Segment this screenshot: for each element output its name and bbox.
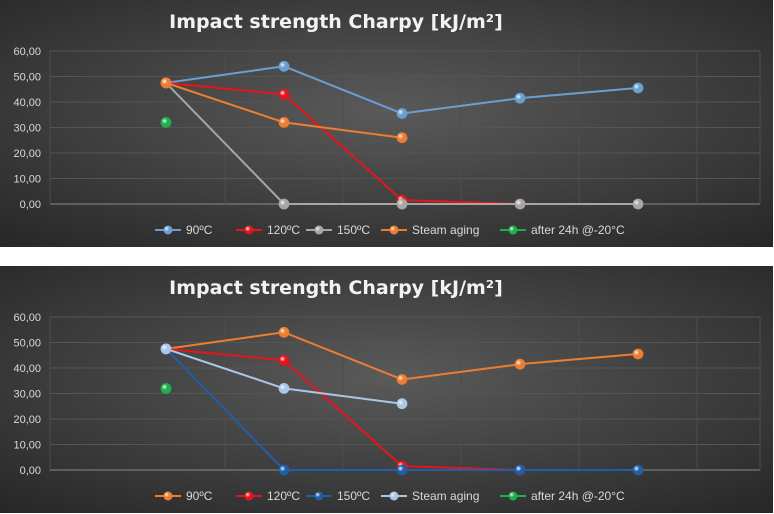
data-point-steam-aging: [278, 383, 290, 394]
data-point-90-c: [396, 108, 408, 119]
data-point-90-c: [514, 92, 526, 104]
data-point-90-c: [514, 358, 526, 370]
data-point-120-c: [278, 88, 290, 100]
legend-marker: [508, 225, 518, 235]
y-tick-label: 40,00: [13, 97, 41, 109]
chart-svg-bottom: Impact strength Charpy [kJ/m²] 60,00 50,00…: [0, 266, 773, 513]
legend-label: 150ºC: [337, 223, 370, 237]
data-point-90-c: [632, 82, 644, 94]
legend-marker: [389, 491, 399, 501]
legend-item-after-24h-20-c: after 24h @-20°C: [500, 489, 625, 503]
legend-label: Steam aging: [412, 489, 479, 503]
data-point-150-c: [396, 464, 408, 476]
y-tick-label: 30,00: [13, 123, 41, 135]
data-point-120-c: [278, 354, 290, 366]
legend-label: 150ºC: [337, 489, 370, 503]
chart-panel-bottom: Impact strength Charpy [kJ/m²] 60,00 50,00…: [0, 266, 773, 513]
data-point-150-c: [514, 198, 526, 210]
chart-title: Impact strength Charpy [kJ/m²]: [169, 11, 503, 33]
y-tick-label: 30,00: [13, 389, 41, 401]
legend-item-150-c: 150ºC: [306, 489, 370, 503]
data-point-steam-aging: [160, 343, 172, 355]
data-point-90-c: [278, 60, 290, 72]
data-point-steam-aging: [160, 77, 172, 89]
chart-background: [0, 0, 773, 247]
legend-item-120-c: 120ºC: [236, 489, 300, 503]
legend-label: after 24h @-20°C: [531, 223, 625, 237]
legend-label: Steam aging: [412, 223, 479, 237]
data-point-steam-aging: [396, 398, 408, 410]
legend-marker: [389, 225, 399, 235]
series-line-120-c: [165, 81, 521, 205]
legend-item-steam-aging: Steam aging: [381, 489, 479, 503]
chart-background: [0, 266, 773, 513]
legend-marker: [244, 225, 254, 235]
data-point-steam-aging: [396, 132, 408, 144]
data-point-90-c: [632, 348, 644, 360]
y-tick-label: 20,00: [13, 148, 41, 160]
legend-marker: [508, 491, 518, 501]
legend-item-steam-aging: Steam aging: [381, 223, 479, 237]
legend-item-90-c: 90ºC: [155, 489, 213, 503]
y-tick-label: 10,00: [13, 174, 41, 186]
y-tick-label: 60,00: [13, 312, 41, 324]
data-point-150-c: [278, 198, 290, 210]
data-point-150-c: [632, 464, 644, 476]
legend-item-120-c: 120ºC: [236, 223, 300, 237]
chart-title: Impact strength Charpy [kJ/m²]: [169, 277, 503, 299]
data-point-90-c: [396, 374, 408, 385]
data-point-90-c: [278, 326, 290, 338]
y-tick-label: 40,00: [13, 363, 41, 375]
data-point-after-24h-20-c: [160, 383, 172, 394]
y-tick-label: 0,00: [20, 199, 41, 211]
legend-item-90-c: 90ºC: [155, 223, 213, 237]
chart-panel-top: Impact strength Charpy [kJ/m²] 60,00 50,00…: [0, 0, 773, 247]
legend-label: 120ºC: [267, 489, 300, 503]
y-tick-label: 50,00: [13, 72, 41, 84]
legend-item-150-c: 150ºC: [306, 223, 370, 237]
legend-label: 90ºC: [186, 223, 213, 237]
legend-label: 90ºC: [186, 489, 213, 503]
legend-marker: [244, 491, 254, 501]
legend-item-after-24h-20-c: after 24h @-20°C: [500, 223, 625, 237]
legend-marker: [163, 225, 173, 235]
y-tick-label: 60,00: [13, 46, 41, 58]
data-point-after-24h-20-c: [160, 117, 172, 128]
y-tick-label: 0,00: [20, 465, 41, 477]
data-point-150-c: [514, 464, 526, 476]
chart-svg-top: Impact strength Charpy [kJ/m²] 60,00 50,00…: [0, 0, 773, 247]
data-point-150-c: [278, 464, 290, 476]
y-tick-label: 10,00: [13, 440, 41, 452]
legend-marker: [163, 491, 173, 501]
legend-marker: [314, 491, 324, 501]
data-point-150-c: [632, 198, 644, 210]
series-line-120-c: [165, 347, 521, 471]
legend-label: 120ºC: [267, 223, 300, 237]
data-point-150-c: [396, 198, 408, 210]
legend-marker: [314, 225, 324, 235]
data-point-steam-aging: [278, 117, 290, 128]
y-tick-label: 20,00: [13, 414, 41, 426]
legend-label: after 24h @-20°C: [531, 489, 625, 503]
y-tick-label: 50,00: [13, 338, 41, 350]
